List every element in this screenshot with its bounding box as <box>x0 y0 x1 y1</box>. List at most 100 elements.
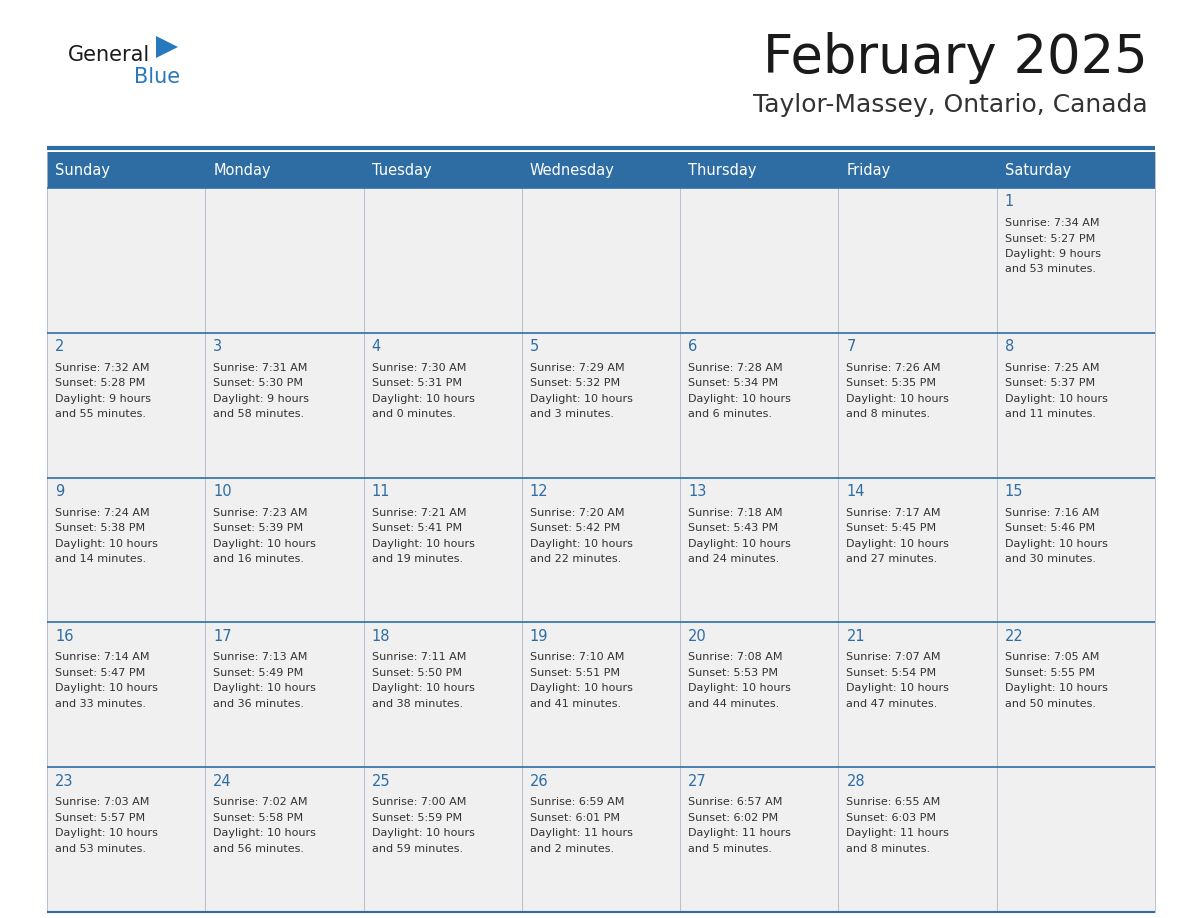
Text: 12: 12 <box>530 484 549 499</box>
Text: and 3 minutes.: and 3 minutes. <box>530 409 614 420</box>
Text: Daylight: 9 hours: Daylight: 9 hours <box>214 394 309 404</box>
Text: 6: 6 <box>688 340 697 354</box>
Text: Daylight: 10 hours: Daylight: 10 hours <box>214 828 316 838</box>
Text: Sunrise: 6:55 AM: Sunrise: 6:55 AM <box>846 797 941 807</box>
Text: Daylight: 9 hours: Daylight: 9 hours <box>1005 249 1101 259</box>
Text: 16: 16 <box>55 629 74 644</box>
Text: Sunset: 5:57 PM: Sunset: 5:57 PM <box>55 812 145 823</box>
Text: and 55 minutes.: and 55 minutes. <box>55 409 146 420</box>
Text: Sunset: 5:35 PM: Sunset: 5:35 PM <box>846 378 936 388</box>
Text: Sunset: 5:43 PM: Sunset: 5:43 PM <box>688 523 778 533</box>
Text: Sunset: 5:27 PM: Sunset: 5:27 PM <box>1005 233 1095 243</box>
Text: Sunrise: 7:34 AM: Sunrise: 7:34 AM <box>1005 218 1099 228</box>
Text: Wednesday: Wednesday <box>530 162 614 177</box>
Text: Daylight: 11 hours: Daylight: 11 hours <box>688 828 791 838</box>
Text: Sunset: 5:51 PM: Sunset: 5:51 PM <box>530 668 620 677</box>
Text: 7: 7 <box>846 340 855 354</box>
Text: Sunset: 5:50 PM: Sunset: 5:50 PM <box>372 668 462 677</box>
Text: and 14 minutes.: and 14 minutes. <box>55 554 146 564</box>
Text: 23: 23 <box>55 774 74 789</box>
Text: Sunrise: 7:14 AM: Sunrise: 7:14 AM <box>55 653 150 663</box>
Text: and 53 minutes.: and 53 minutes. <box>55 844 146 854</box>
Text: and 5 minutes.: and 5 minutes. <box>688 844 772 854</box>
Text: Daylight: 10 hours: Daylight: 10 hours <box>214 539 316 549</box>
Text: Daylight: 10 hours: Daylight: 10 hours <box>372 539 474 549</box>
Text: and 47 minutes.: and 47 minutes. <box>846 699 937 709</box>
Text: Daylight: 10 hours: Daylight: 10 hours <box>214 683 316 693</box>
Text: 5: 5 <box>530 340 539 354</box>
Text: 8: 8 <box>1005 340 1015 354</box>
Text: Sunset: 5:31 PM: Sunset: 5:31 PM <box>372 378 462 388</box>
Text: and 56 minutes.: and 56 minutes. <box>214 844 304 854</box>
Text: Daylight: 10 hours: Daylight: 10 hours <box>530 683 633 693</box>
Text: Saturday: Saturday <box>1005 162 1070 177</box>
Text: Sunrise: 7:23 AM: Sunrise: 7:23 AM <box>214 508 308 518</box>
Text: and 24 minutes.: and 24 minutes. <box>688 554 779 564</box>
Text: Sunrise: 7:21 AM: Sunrise: 7:21 AM <box>372 508 466 518</box>
Text: Daylight: 10 hours: Daylight: 10 hours <box>1005 539 1107 549</box>
Text: Sunset: 5:58 PM: Sunset: 5:58 PM <box>214 812 303 823</box>
Text: Daylight: 10 hours: Daylight: 10 hours <box>530 394 633 404</box>
Text: and 59 minutes.: and 59 minutes. <box>372 844 462 854</box>
Text: Sunset: 5:34 PM: Sunset: 5:34 PM <box>688 378 778 388</box>
Text: Sunset: 5:54 PM: Sunset: 5:54 PM <box>846 668 936 677</box>
Text: and 33 minutes.: and 33 minutes. <box>55 699 146 709</box>
Text: Sunset: 5:59 PM: Sunset: 5:59 PM <box>372 812 462 823</box>
Text: Sunrise: 7:28 AM: Sunrise: 7:28 AM <box>688 363 783 373</box>
Text: 26: 26 <box>530 774 549 789</box>
Text: and 16 minutes.: and 16 minutes. <box>214 554 304 564</box>
Text: and 30 minutes.: and 30 minutes. <box>1005 554 1095 564</box>
Text: 17: 17 <box>214 629 232 644</box>
Bar <box>48 767 1155 912</box>
Text: Sunrise: 7:24 AM: Sunrise: 7:24 AM <box>55 508 150 518</box>
Text: Sunrise: 7:31 AM: Sunrise: 7:31 AM <box>214 363 308 373</box>
Text: and 53 minutes.: and 53 minutes. <box>1005 264 1095 274</box>
Text: Sunrise: 7:30 AM: Sunrise: 7:30 AM <box>372 363 466 373</box>
Text: Sunrise: 7:20 AM: Sunrise: 7:20 AM <box>530 508 625 518</box>
Text: Tuesday: Tuesday <box>372 162 431 177</box>
Text: Monday: Monday <box>214 162 271 177</box>
Text: Sunrise: 7:25 AM: Sunrise: 7:25 AM <box>1005 363 1099 373</box>
Text: Sunrise: 6:57 AM: Sunrise: 6:57 AM <box>688 797 783 807</box>
Text: Sunrise: 7:17 AM: Sunrise: 7:17 AM <box>846 508 941 518</box>
Text: Sunrise: 7:18 AM: Sunrise: 7:18 AM <box>688 508 783 518</box>
Text: Sunset: 5:42 PM: Sunset: 5:42 PM <box>530 523 620 533</box>
Text: 9: 9 <box>55 484 64 499</box>
Bar <box>48 477 1155 622</box>
Text: Daylight: 10 hours: Daylight: 10 hours <box>55 539 158 549</box>
Text: Sunset: 5:38 PM: Sunset: 5:38 PM <box>55 523 145 533</box>
Text: 21: 21 <box>846 629 865 644</box>
Text: Sunset: 5:41 PM: Sunset: 5:41 PM <box>372 523 462 533</box>
Bar <box>48 333 1155 477</box>
Text: and 22 minutes.: and 22 minutes. <box>530 554 621 564</box>
Text: Sunday: Sunday <box>55 162 110 177</box>
Text: Sunrise: 7:13 AM: Sunrise: 7:13 AM <box>214 653 308 663</box>
Text: 1: 1 <box>1005 195 1015 209</box>
Text: Sunrise: 7:03 AM: Sunrise: 7:03 AM <box>55 797 150 807</box>
Text: Daylight: 10 hours: Daylight: 10 hours <box>846 539 949 549</box>
Text: Sunrise: 7:16 AM: Sunrise: 7:16 AM <box>1005 508 1099 518</box>
Text: Daylight: 10 hours: Daylight: 10 hours <box>1005 683 1107 693</box>
Text: Sunset: 6:01 PM: Sunset: 6:01 PM <box>530 812 620 823</box>
Text: Daylight: 10 hours: Daylight: 10 hours <box>1005 394 1107 404</box>
Text: Thursday: Thursday <box>688 162 757 177</box>
Text: 25: 25 <box>372 774 390 789</box>
Text: 3: 3 <box>214 340 222 354</box>
Text: 14: 14 <box>846 484 865 499</box>
Text: Sunrise: 7:29 AM: Sunrise: 7:29 AM <box>530 363 625 373</box>
Text: Daylight: 11 hours: Daylight: 11 hours <box>530 828 633 838</box>
Text: February 2025: February 2025 <box>763 32 1148 84</box>
Text: and 58 minutes.: and 58 minutes. <box>214 409 304 420</box>
Text: 2: 2 <box>55 340 64 354</box>
Text: Taylor-Massey, Ontario, Canada: Taylor-Massey, Ontario, Canada <box>753 93 1148 117</box>
Text: Sunrise: 7:26 AM: Sunrise: 7:26 AM <box>846 363 941 373</box>
Text: Sunrise: 7:08 AM: Sunrise: 7:08 AM <box>688 653 783 663</box>
Text: Daylight: 9 hours: Daylight: 9 hours <box>55 394 151 404</box>
Text: 18: 18 <box>372 629 390 644</box>
Text: Friday: Friday <box>846 162 891 177</box>
Text: Sunset: 5:55 PM: Sunset: 5:55 PM <box>1005 668 1094 677</box>
Text: 19: 19 <box>530 629 549 644</box>
Text: and 2 minutes.: and 2 minutes. <box>530 844 614 854</box>
Text: Sunset: 5:45 PM: Sunset: 5:45 PM <box>846 523 936 533</box>
Text: Sunset: 5:46 PM: Sunset: 5:46 PM <box>1005 523 1095 533</box>
